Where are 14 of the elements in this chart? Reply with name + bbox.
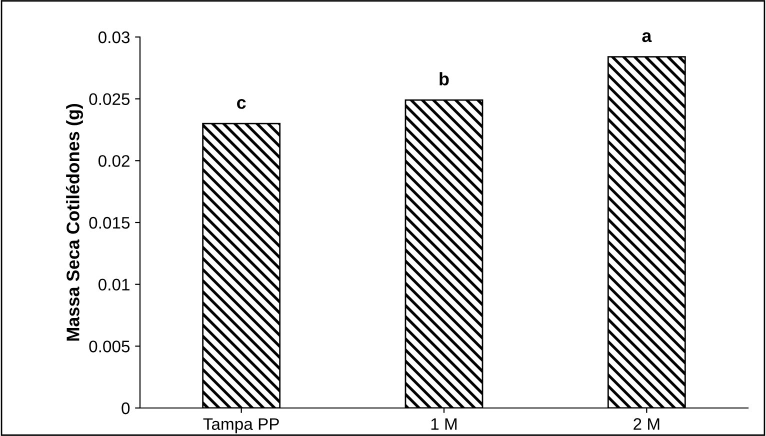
- y-tick-label: 0.015: [89, 216, 130, 229]
- y-tick-label: 0.02: [98, 155, 130, 167]
- y-tick-label: 0.005: [89, 340, 130, 352]
- annotation: c: [237, 98, 246, 109]
- y-tick-label: 0.03: [98, 31, 130, 44]
- annotation: b: [440, 72, 449, 86]
- x-tick-label: 2 M: [634, 418, 660, 430]
- x-tick-label: Tampa PP: [203, 418, 279, 434]
- y-tick-label: 0.025: [89, 93, 130, 106]
- x-tick-label: 1 M: [431, 418, 457, 430]
- y-tick-label: 0: [122, 402, 130, 414]
- annotation: a: [642, 32, 652, 42]
- y-axis-title: Massa Seca Cotilédones (g): [66, 104, 84, 341]
- y-tick-label: 0.01: [98, 278, 130, 291]
